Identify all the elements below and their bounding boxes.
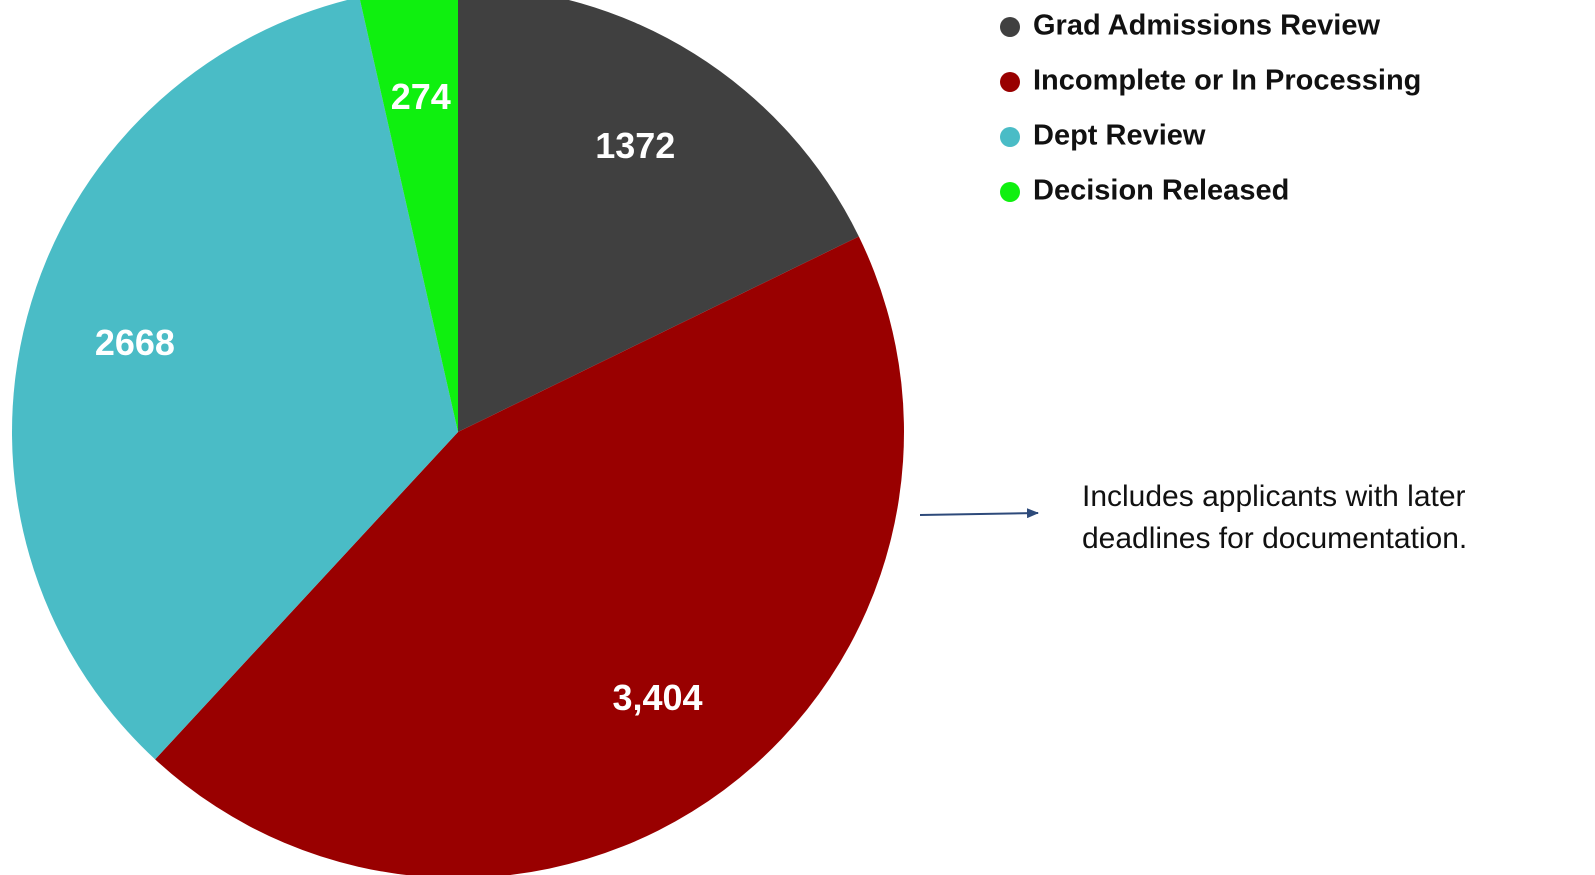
annotation: Includes applicants with later <box>1082 480 1466 513</box>
legend-swatch <box>1000 182 1020 202</box>
annotation: deadlines for documentation. <box>1082 522 1467 555</box>
value-label: 3,404 <box>612 677 702 718</box>
annotation-arrow <box>919 508 1039 519</box>
value-label: 2668 <box>95 322 175 363</box>
legend-label: Grad Admissions Review <box>1033 10 1380 42</box>
legend-label: Dept Review <box>1033 120 1206 152</box>
value-label: 1372 <box>595 125 675 166</box>
value-label: 274 <box>391 76 451 117</box>
pie-slice <box>155 236 904 875</box>
legend-swatch <box>1000 17 1020 37</box>
legend-label: Incomplete or In Processing <box>1033 65 1421 97</box>
legend-swatch <box>1000 127 1020 147</box>
legend-swatch <box>1000 72 1020 92</box>
pie-slice <box>458 0 859 432</box>
pie-slice <box>360 0 458 432</box>
legend-label: Decision Released <box>1033 175 1289 207</box>
pie-slice <box>12 0 458 760</box>
